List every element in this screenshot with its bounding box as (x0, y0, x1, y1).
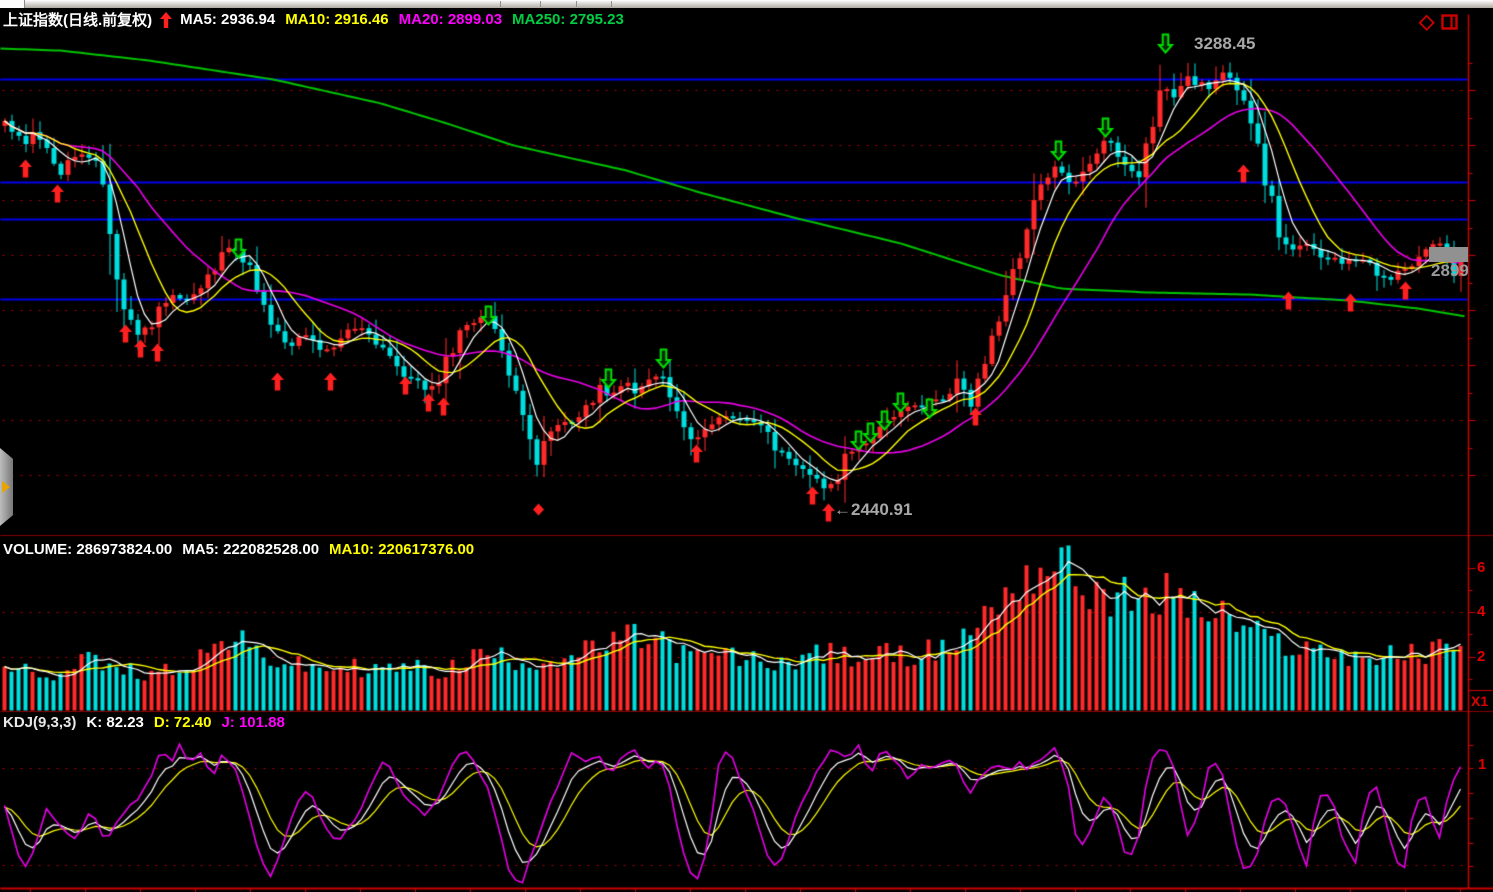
peak-price-label: 3288.45 (1194, 34, 1256, 53)
last-price-label: 2899 (1431, 261, 1468, 280)
kdj-title: KDJ(9,3,3) (3, 714, 77, 731)
kdj-header: KDJ(9,3,3) K: 82.23 D: 72.40 J: 101.88 (3, 714, 285, 731)
ma250-value: MA250: 2795.23 (512, 11, 624, 28)
kdj-axis-tick-100: 1 (1478, 756, 1487, 773)
kdj-j-value: J: 101.88 (221, 714, 285, 731)
volume-axis-tick-2: 2 (1477, 648, 1486, 665)
ma20-value: MA20: 2899.03 (398, 11, 503, 28)
diamond-tool-icon[interactable]: ◇ (1419, 11, 1435, 33)
sidebar-expander[interactable] (0, 448, 13, 526)
window-edge-separator (500, 1, 501, 7)
window-edge-separator (576, 1, 577, 7)
chart-toolbar: ◇ (1419, 12, 1460, 32)
volume-scale-label: X1 (1471, 693, 1489, 709)
window-edge-separator (611, 1, 612, 7)
kdj-k-value: K: 82.23 (86, 714, 144, 731)
window-top-strip (0, 0, 1493, 8)
volume-axis-tick-6: 6 (1477, 559, 1486, 576)
last-price-marker (1429, 247, 1468, 262)
window-edge-separator (540, 1, 541, 7)
volume-ma5-value: MA5: 222082528.00 (182, 541, 320, 558)
expand-arrow-icon (2, 481, 10, 493)
volume-header: VOLUME: 286973824.00 MA5: 222082528.00 M… (3, 541, 474, 558)
trough-price-label: ←2440.91 (834, 500, 913, 519)
ma10-value: MA10: 2916.46 (285, 11, 389, 28)
kdj-d-value: D: 72.40 (153, 714, 212, 731)
symbol-title: 上证指数(日线.前复权) (3, 12, 153, 29)
volume-axis-tick-4: 4 (1477, 603, 1486, 620)
main-chart-header: 上证指数(日线.前复权) MA5: 2936.94 MA10: 2916.46 … (3, 9, 624, 30)
volume-value: VOLUME: 286973824.00 (3, 541, 173, 558)
buy-signal-arrow-icon (160, 11, 173, 28)
ma5-value: MA5: 2936.94 (180, 11, 276, 28)
volume-ma10-value: MA10: 220617376.00 (329, 541, 475, 558)
split-window-icon[interactable] (1441, 13, 1460, 31)
window-edge-segment (0, 0, 25, 8)
